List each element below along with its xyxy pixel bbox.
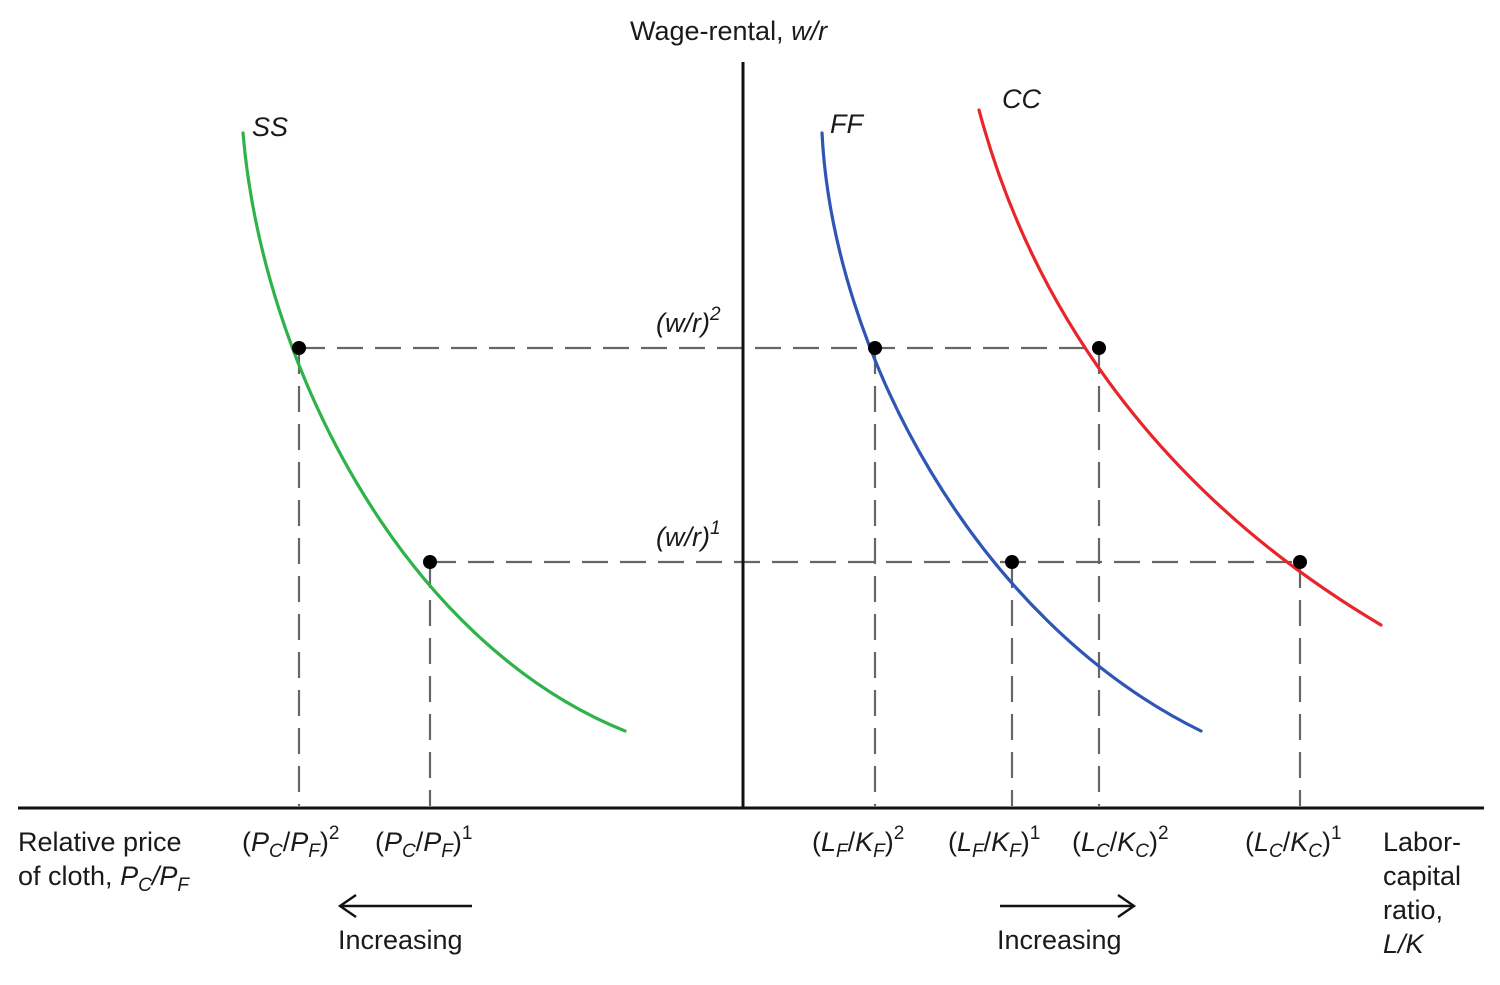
ss-curve-label: SS bbox=[252, 112, 288, 142]
left-increasing-label: Increasing bbox=[338, 925, 463, 955]
ff-curve bbox=[820, 131, 1203, 733]
right-axis-title: Labor- capital ratio, L/K bbox=[1383, 827, 1461, 959]
lc-kc-2-tick-label: (LC/KC)2 bbox=[1072, 823, 1169, 862]
right-increasing-label: Increasing bbox=[997, 925, 1122, 955]
vertical-axis-title: Wage-rental, w/r bbox=[630, 16, 828, 46]
ff-wr2-point bbox=[868, 341, 882, 355]
lf-kf-2-tick-label: (LF/KF)2 bbox=[812, 823, 904, 862]
cc-wr2-point bbox=[1092, 341, 1106, 355]
svg-text:Labor-: Labor- bbox=[1383, 827, 1461, 857]
svg-text:capital: capital bbox=[1383, 861, 1461, 891]
lf-kf-1-tick-label: (LF/KF)1 bbox=[948, 823, 1040, 862]
ss-curve bbox=[241, 131, 627, 733]
svg-text:ratio,: ratio, bbox=[1383, 895, 1443, 925]
ss-wr2-point bbox=[292, 341, 306, 355]
ss-wr1-point bbox=[423, 555, 437, 569]
wr1-label: (w/r)1 bbox=[656, 518, 721, 552]
left-axis-title: Relative price bbox=[18, 827, 182, 857]
right-increasing-arrow bbox=[1000, 894, 1137, 918]
cc-wr1-point bbox=[1293, 555, 1307, 569]
wr2-label: (w/r)2 bbox=[656, 304, 721, 338]
ff-wr1-point bbox=[1005, 555, 1019, 569]
pc-pf-2-tick-label: (PC/PF)2 bbox=[242, 823, 339, 862]
cc-curve bbox=[977, 108, 1383, 627]
pc-pf-1-tick-label: (PC/PF)1 bbox=[375, 823, 472, 862]
left-increasing-arrow bbox=[337, 894, 472, 918]
left-axis-title-line2: of cloth, PC/PF bbox=[18, 861, 190, 896]
guide-lines bbox=[297, 346, 1302, 806]
svg-text:L/K: L/K bbox=[1383, 929, 1425, 959]
ff-curve-label: FF bbox=[830, 109, 864, 139]
cc-curve-label: CC bbox=[1002, 84, 1041, 114]
lc-kc-1-tick-label: (LC/KC)1 bbox=[1245, 823, 1342, 862]
intersection-points bbox=[292, 341, 1307, 569]
